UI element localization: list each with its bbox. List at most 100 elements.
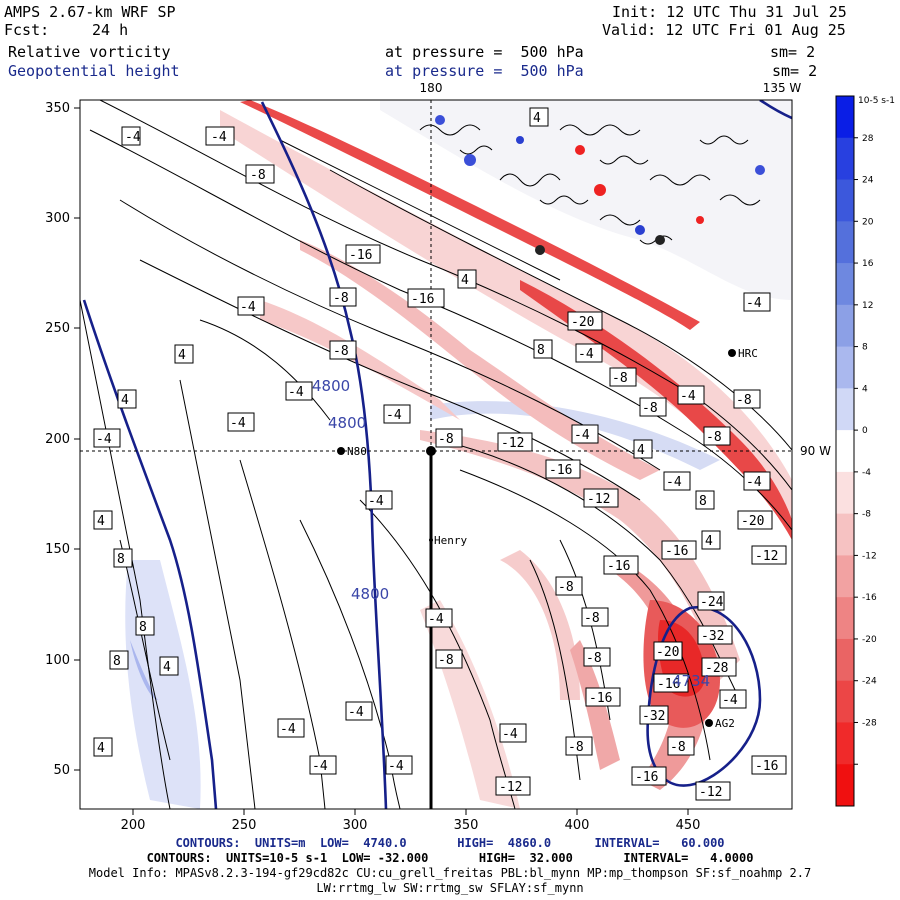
colorbar-swatch <box>836 388 854 431</box>
svg-text:-32: -32 <box>701 629 724 644</box>
svg-text:-16: -16 <box>607 559 630 574</box>
colorbar-swatch <box>836 430 854 473</box>
station-label-ag2: AG2 <box>715 717 735 730</box>
colorbar-tick-label: -20 <box>862 635 877 645</box>
vort-label: -4 <box>285 381 313 401</box>
y-tick-label: 200 <box>45 432 70 447</box>
svg-text:4: 4 <box>163 660 171 675</box>
colorbar-tick-label: 12 <box>862 301 873 311</box>
svg-text:-4: -4 <box>211 130 227 145</box>
svg-text:-8: -8 <box>438 432 454 447</box>
colorbar-swatch <box>836 263 854 306</box>
svg-text:-8: -8 <box>558 580 574 595</box>
svg-text:-20: -20 <box>571 315 594 330</box>
vort-label: -8 <box>583 647 611 667</box>
vort-label: 4 <box>93 737 113 757</box>
svg-text:4: 4 <box>705 534 713 549</box>
vort-label: -16 <box>751 755 787 775</box>
vort-label: -4 <box>663 471 691 491</box>
vort-label: -4 <box>575 343 603 363</box>
colorbar-swatch <box>836 722 854 765</box>
vort-label: -16 <box>631 766 667 786</box>
height-contour-ne <box>759 100 792 120</box>
svg-text:-24: -24 <box>700 595 724 610</box>
svg-text:-12: -12 <box>755 549 778 564</box>
vort-label: 8 <box>109 650 129 670</box>
svg-text:-4: -4 <box>230 416 246 431</box>
negative-vorticity-band-5 <box>500 550 580 700</box>
x-tick-label: 250 <box>232 818 257 833</box>
vort-label: 8 <box>135 616 155 636</box>
svg-text:-4: -4 <box>722 693 738 708</box>
station-marker <box>429 538 433 542</box>
svg-text:8: 8 <box>699 494 707 509</box>
y-tick-label: 150 <box>45 542 70 557</box>
vort-label: -12 <box>695 781 731 801</box>
svg-text:4: 4 <box>97 741 105 756</box>
station-label-hrc: HRC <box>738 347 758 360</box>
svg-text:-12: -12 <box>501 436 524 451</box>
footer-model-info-2: LW:rrtmg_lw SW:rrtmg_sw SFLAY:sf_mynn <box>316 881 584 895</box>
vort-label: -4 <box>345 701 373 721</box>
colorbar-tick-label: 24 <box>862 176 874 186</box>
vort-label: 8 <box>113 548 133 568</box>
svg-text:4: 4 <box>97 514 105 529</box>
x-tick-label: 450 <box>676 818 701 833</box>
vort-label: -8 <box>609 367 637 387</box>
colorbar-tick-label: 0 <box>862 426 868 436</box>
vort-label: -4 <box>719 689 747 709</box>
colorbar-swatch <box>836 304 854 348</box>
vort-label: -8 <box>555 576 583 596</box>
svg-text:4: 4 <box>461 273 469 288</box>
vort-label: -8 <box>329 287 357 307</box>
vort-label: -8 <box>435 428 463 448</box>
colorbar-tick-label: -12 <box>862 551 877 561</box>
svg-text:-4: -4 <box>578 347 594 362</box>
svg-text:8: 8 <box>117 552 125 567</box>
vort-label: -12 <box>495 776 531 796</box>
svg-text:-8: -8 <box>642 401 658 416</box>
svg-text:-16: -16 <box>635 770 658 785</box>
footer-model-info: Model Info: MPASv8.2.3-194-gf29cd82c CU:… <box>88 866 812 880</box>
svg-text:-8: -8 <box>333 344 349 359</box>
svg-text:-16: -16 <box>349 248 372 263</box>
svg-text:-12: -12 <box>587 492 610 507</box>
field2-level: at pressure = 500 hPa <box>385 62 584 80</box>
vort-label: -8 <box>703 426 731 446</box>
svg-text:-4: -4 <box>368 494 384 509</box>
field2-smoothing: sm= 2 <box>772 62 818 80</box>
vort-label: 4 <box>633 439 653 459</box>
colorbar-swatch <box>836 179 854 222</box>
vort-label: -4 <box>743 471 771 491</box>
colorbar-swatch <box>836 471 854 515</box>
svg-text:8: 8 <box>113 654 121 669</box>
vort-label: -4 <box>571 424 599 444</box>
colorbar-swatch <box>836 764 854 807</box>
colorbar-swatch <box>836 597 854 640</box>
svg-text:-8: -8 <box>250 168 266 183</box>
contour-labels: -4 -4 -8 -16 -16 -4 -8 -8 -20 4 -4 8 -8 … <box>93 107 787 801</box>
x-tick-label: 350 <box>454 818 479 833</box>
vort-label: -16 <box>407 288 445 308</box>
svg-text:-16: -16 <box>755 759 778 774</box>
vort-label: -4 <box>677 385 705 405</box>
station-label-n80: N80 <box>347 445 367 458</box>
colorbar: 28 24 20 16 12 8 4 0 -4 -8 -12 -16 -20 -24 -28 <box>835 95 877 807</box>
vort-label: -20 <box>737 510 773 530</box>
plot-frame <box>79 99 793 810</box>
svg-text:-4: -4 <box>746 475 762 490</box>
svg-text:-16: -16 <box>589 691 612 706</box>
station-label-henry: Henry <box>434 534 467 547</box>
svg-text:-4: -4 <box>680 389 696 404</box>
lon-label-135w: 135 W <box>763 81 802 95</box>
vort-label: -16 <box>585 687 621 707</box>
vort-label: -8 <box>667 736 695 756</box>
vort-label: -4 <box>205 126 235 146</box>
height-contour-west <box>82 299 218 809</box>
vort-label: -4 <box>425 608 453 628</box>
negative-vorticity-band-3 <box>300 240 660 480</box>
vort-label: -8 <box>581 607 609 627</box>
vort-label: -32 <box>639 705 669 725</box>
vort-label: -8 <box>565 736 593 756</box>
svg-text:4: 4 <box>637 443 645 458</box>
